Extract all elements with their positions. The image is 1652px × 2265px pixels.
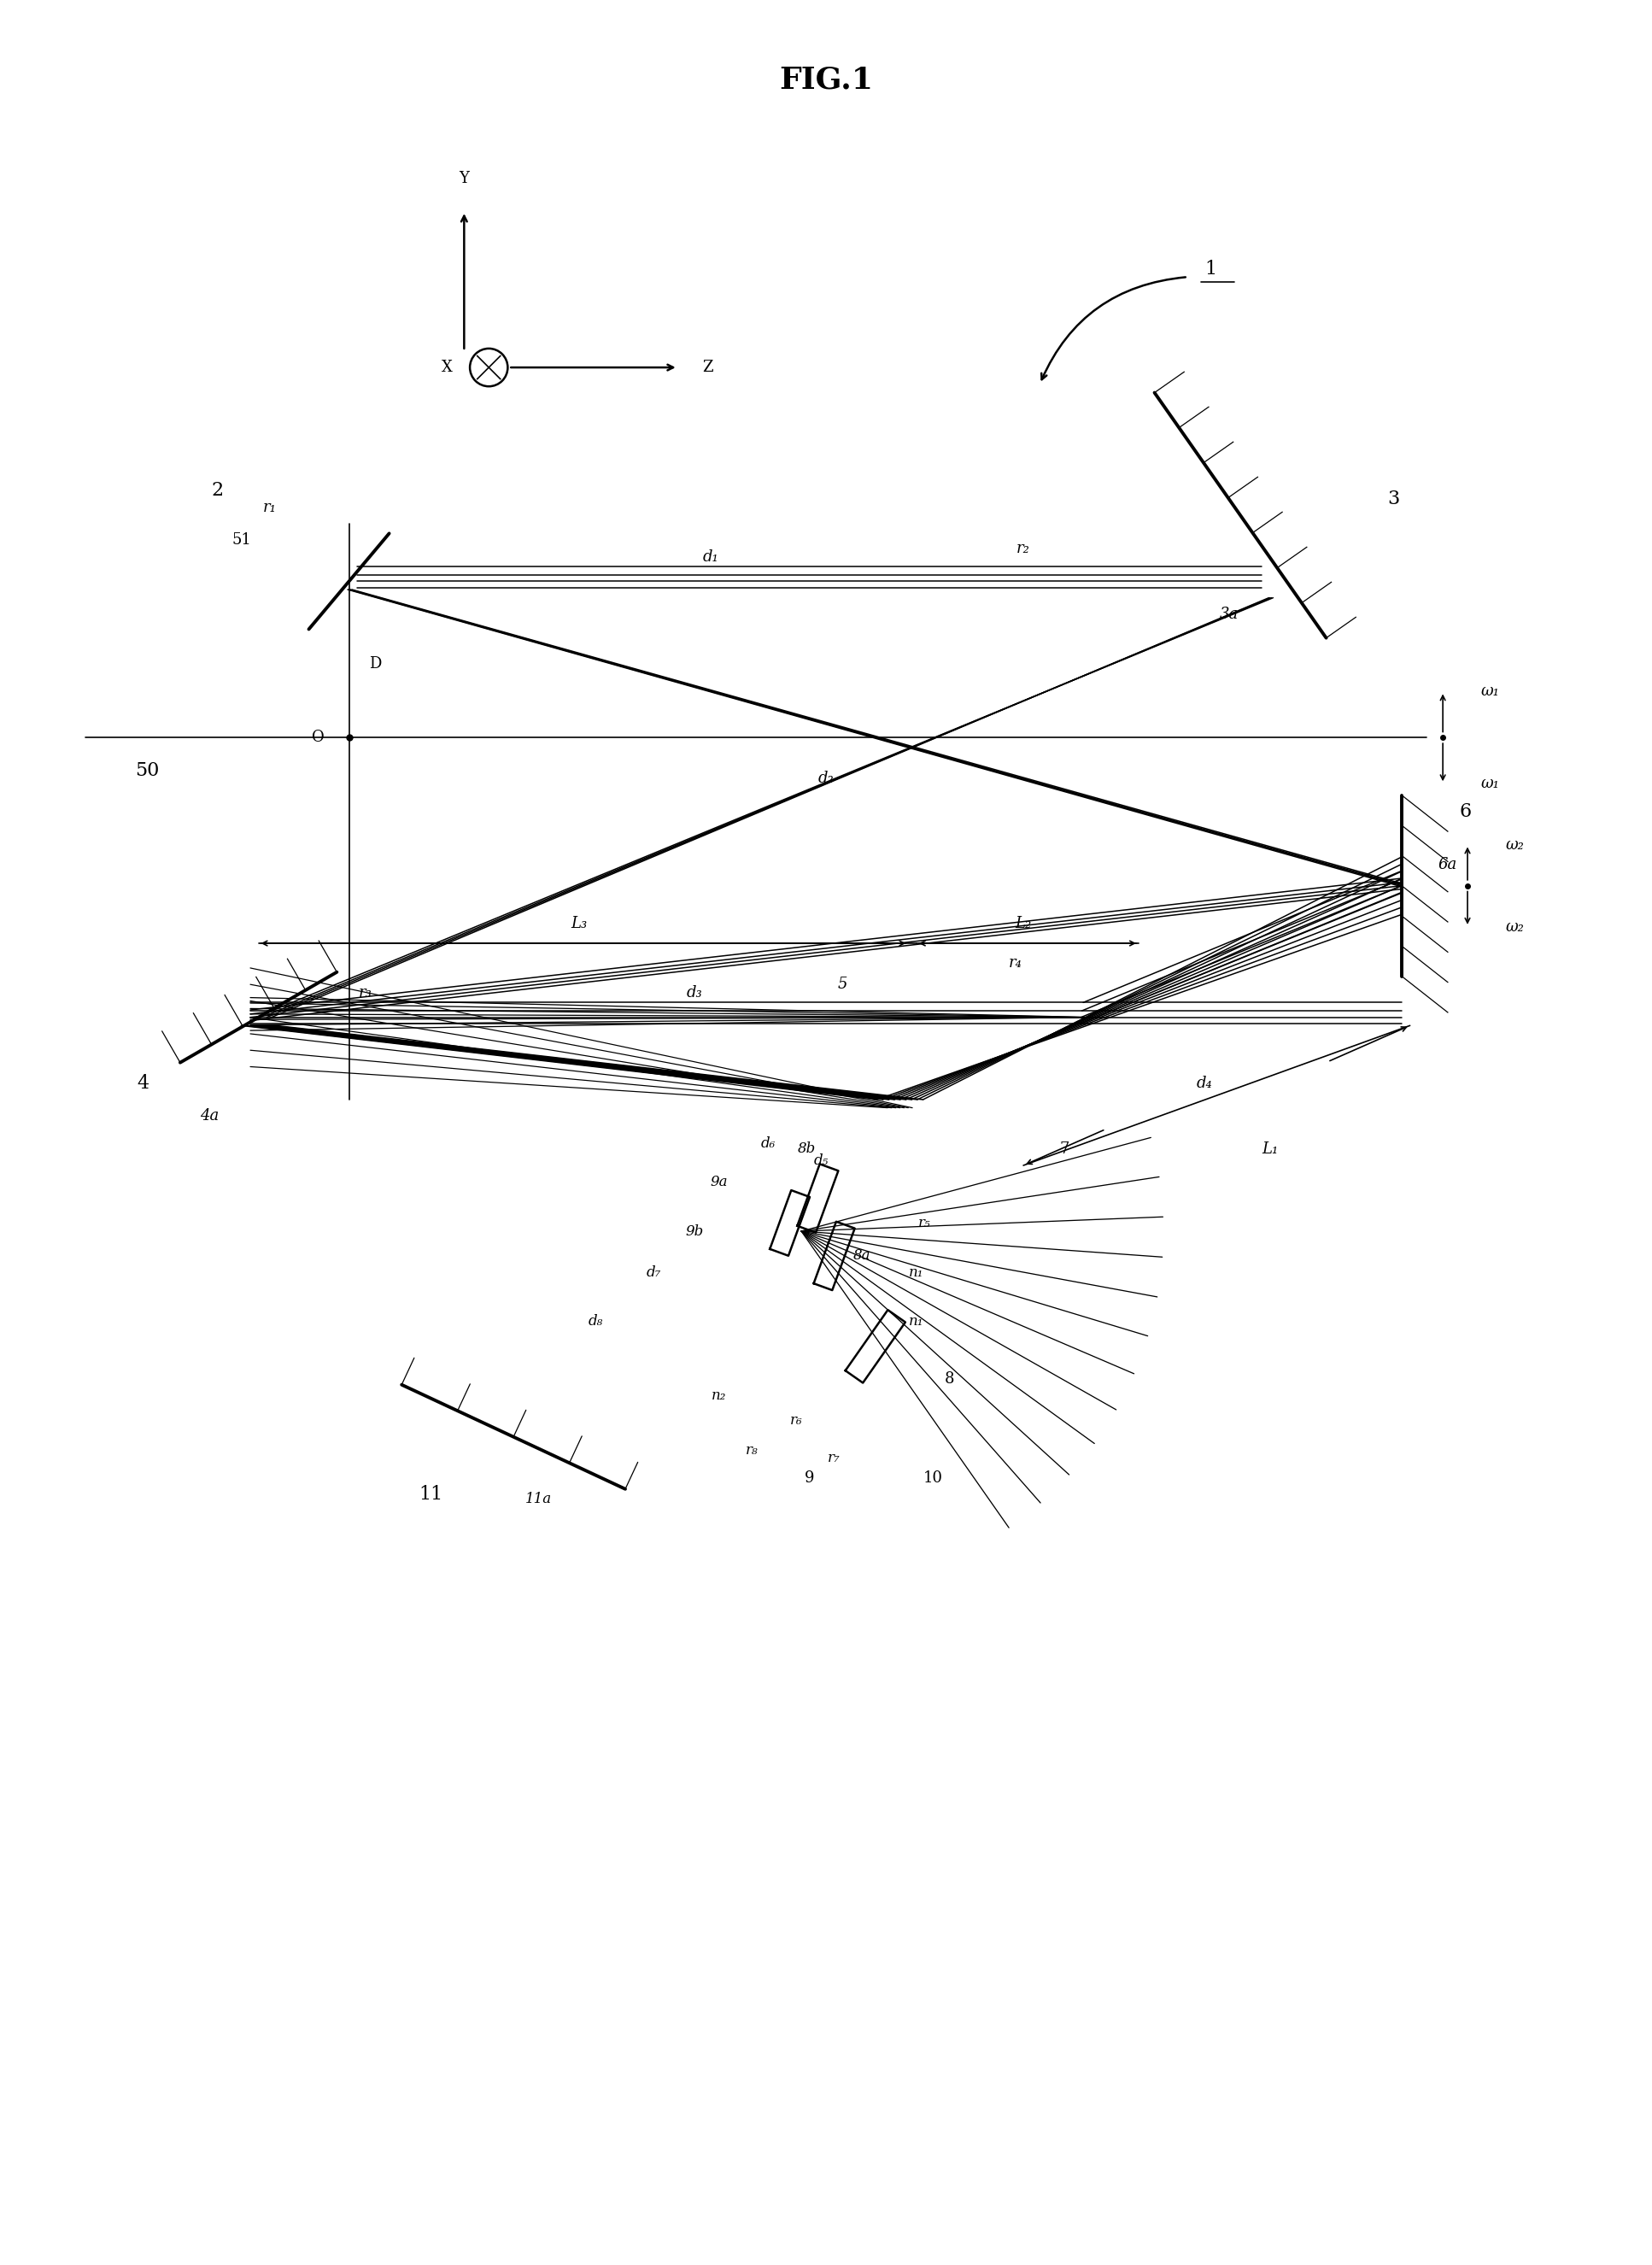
Text: 3a: 3a xyxy=(1219,607,1239,623)
Text: 1: 1 xyxy=(1204,258,1216,279)
Text: 8: 8 xyxy=(945,1373,955,1386)
Text: D: D xyxy=(368,657,382,670)
Text: n₁: n₁ xyxy=(909,1266,923,1280)
Text: ω₂: ω₂ xyxy=(1505,920,1525,935)
Text: r₂: r₂ xyxy=(1016,541,1031,557)
Text: X: X xyxy=(441,360,453,376)
Text: 9: 9 xyxy=(805,1470,814,1486)
Text: d₆: d₆ xyxy=(762,1137,776,1151)
Text: n₁: n₁ xyxy=(909,1314,923,1330)
Text: 11a: 11a xyxy=(525,1493,552,1506)
Text: O: O xyxy=(312,729,324,745)
Text: r₅: r₅ xyxy=(919,1216,932,1230)
Text: 5: 5 xyxy=(838,976,847,992)
Text: d₂: d₂ xyxy=(818,770,834,786)
Text: ω₁: ω₁ xyxy=(1480,777,1500,790)
Text: r₃: r₃ xyxy=(358,985,372,1001)
Text: d₄: d₄ xyxy=(1196,1076,1213,1092)
Text: d₇: d₇ xyxy=(646,1266,661,1280)
Text: 8a: 8a xyxy=(854,1248,871,1264)
Text: r₆: r₆ xyxy=(790,1413,803,1427)
Text: 4: 4 xyxy=(137,1074,149,1092)
Text: 6: 6 xyxy=(1459,802,1472,822)
Text: r₇: r₇ xyxy=(828,1452,841,1465)
Text: d₅: d₅ xyxy=(814,1153,828,1169)
Text: ω₂: ω₂ xyxy=(1505,836,1525,852)
Text: Y: Y xyxy=(459,172,469,186)
Text: 9a: 9a xyxy=(710,1176,729,1189)
Text: 7: 7 xyxy=(1059,1142,1069,1157)
Text: ω₁: ω₁ xyxy=(1480,684,1500,700)
Text: d₈: d₈ xyxy=(588,1314,603,1330)
Text: 9b: 9b xyxy=(686,1223,704,1239)
Text: L₁: L₁ xyxy=(1262,1142,1279,1157)
Text: 4a: 4a xyxy=(200,1108,218,1123)
Text: 6a: 6a xyxy=(1437,856,1457,872)
Text: 51: 51 xyxy=(233,532,251,548)
Text: 50: 50 xyxy=(135,761,159,779)
Text: 10: 10 xyxy=(923,1470,943,1486)
Text: FIG.1: FIG.1 xyxy=(780,66,872,95)
Text: L₃: L₃ xyxy=(572,915,588,931)
Text: L₂: L₂ xyxy=(1016,915,1031,931)
Text: d₁: d₁ xyxy=(702,548,719,564)
Text: n₂: n₂ xyxy=(712,1388,727,1402)
Text: d₃: d₃ xyxy=(686,985,702,1001)
Text: r₄: r₄ xyxy=(1008,956,1023,972)
Text: r₁: r₁ xyxy=(263,501,278,514)
Text: 3: 3 xyxy=(1388,489,1399,507)
Text: 11: 11 xyxy=(420,1486,443,1504)
Text: r₈: r₈ xyxy=(745,1443,758,1456)
Text: 2: 2 xyxy=(211,482,223,501)
Text: Z: Z xyxy=(702,360,714,376)
Text: 8b: 8b xyxy=(798,1142,816,1155)
